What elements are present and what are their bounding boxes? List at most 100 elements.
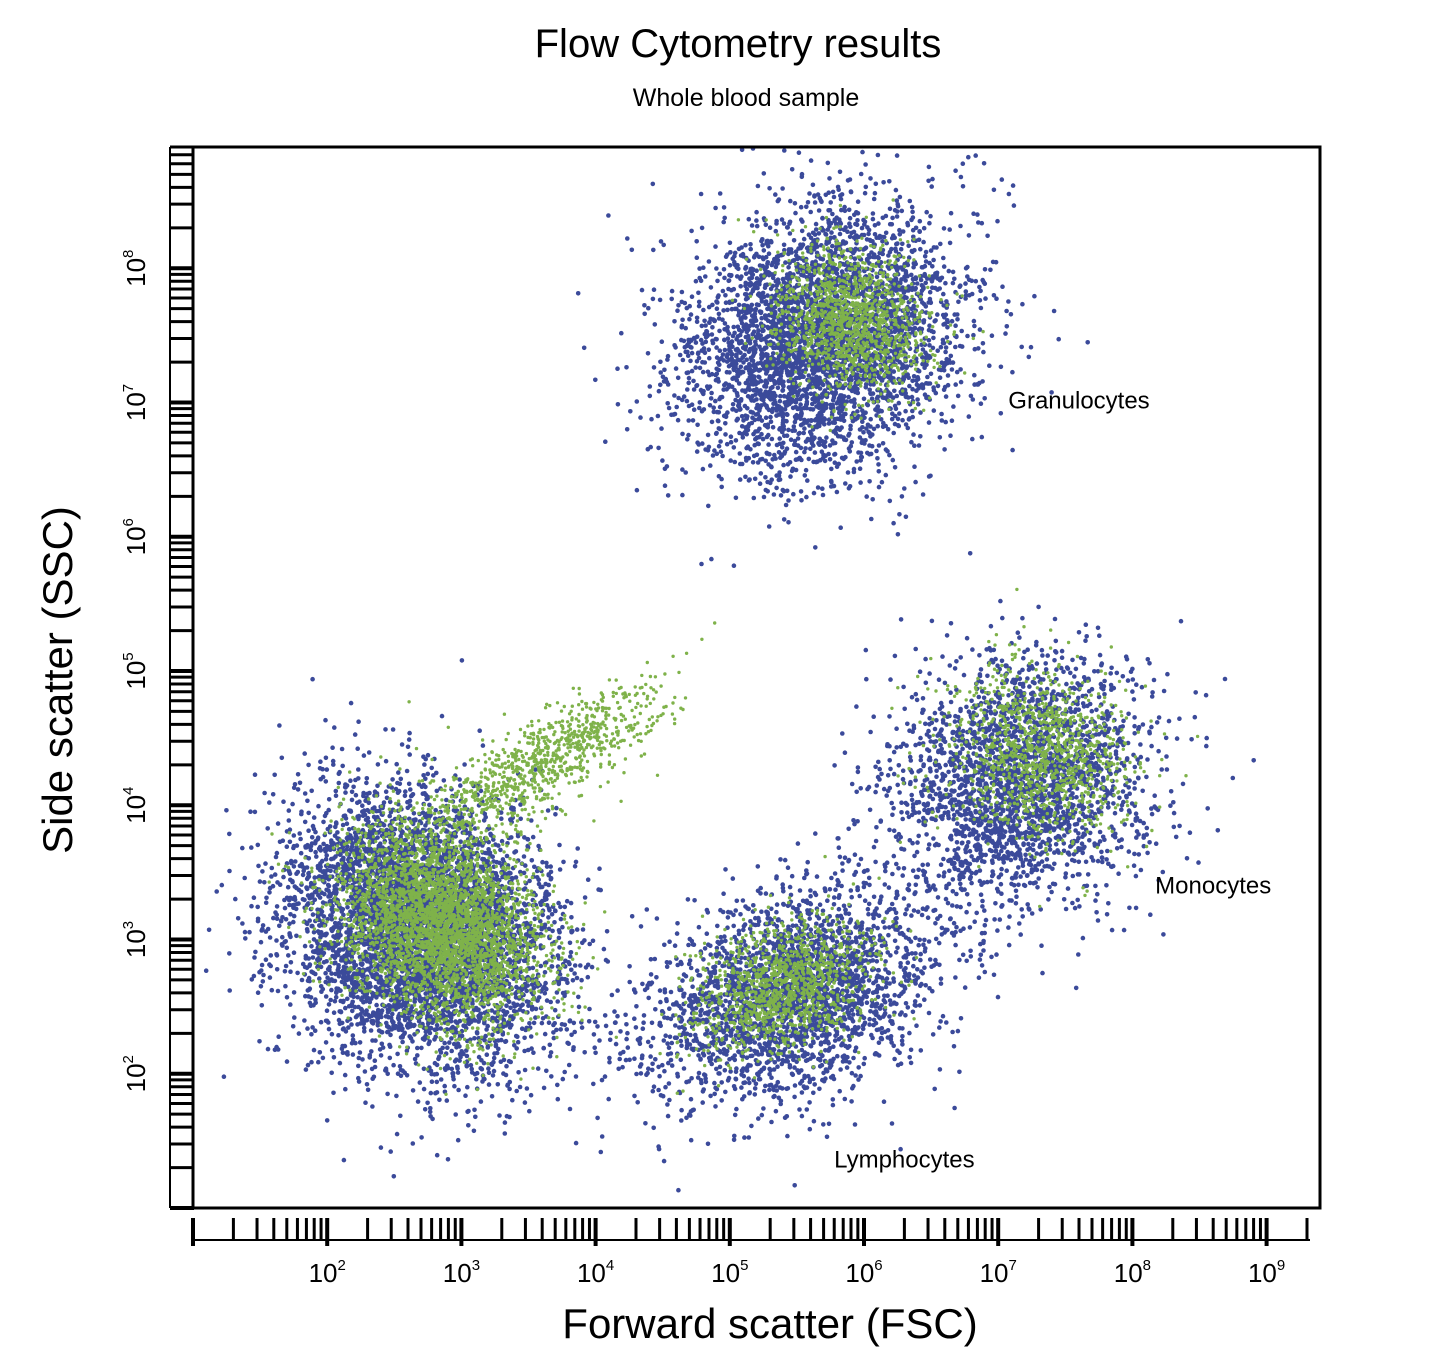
data-point [307, 1000, 313, 1006]
data-point [415, 1053, 420, 1058]
data-point [260, 923, 266, 928]
data-point [290, 903, 295, 908]
data-point [262, 790, 267, 796]
data-point [455, 1041, 461, 1046]
data-point [333, 820, 339, 825]
data-point [348, 700, 354, 706]
data-point [433, 1034, 439, 1040]
data-point [568, 950, 574, 955]
data-point [507, 957, 512, 962]
data-point [349, 797, 355, 803]
data-point [310, 955, 316, 960]
data-point [544, 986, 549, 992]
data-point [573, 1074, 579, 1079]
data-point [374, 1002, 379, 1008]
data-point [408, 1036, 414, 1041]
data-point [536, 877, 541, 882]
data-point [459, 1033, 465, 1039]
data-point [548, 864, 553, 869]
data-point [422, 1107, 428, 1112]
data-point [320, 869, 325, 874]
data-point [338, 988, 343, 993]
data-point [343, 1086, 348, 1092]
data-point [258, 939, 264, 945]
data-point [406, 737, 412, 742]
data-point [598, 1149, 604, 1155]
data-point [286, 808, 292, 813]
data-point [340, 763, 346, 769]
data-point [545, 808, 551, 813]
data-point [346, 1025, 351, 1030]
data-point [406, 781, 412, 787]
data-point [434, 1022, 440, 1028]
data-point [353, 1040, 358, 1046]
data-point [274, 938, 279, 943]
data-point [505, 1082, 511, 1088]
data-point [556, 900, 561, 906]
data-point [648, 957, 654, 962]
data-point [313, 1000, 319, 1006]
data-point [316, 803, 321, 809]
data-point [391, 1174, 397, 1179]
data-point [331, 1010, 337, 1015]
data-point [597, 866, 602, 871]
data-point [288, 912, 293, 917]
data-point [381, 800, 387, 805]
data-point [367, 999, 373, 1005]
data-point [419, 1135, 424, 1140]
data-point [355, 746, 361, 751]
data-point [547, 1053, 553, 1059]
data-point [442, 1066, 448, 1071]
data-point [442, 1083, 448, 1089]
data-point [518, 802, 523, 807]
data-point [274, 912, 280, 918]
data-point [303, 845, 309, 850]
data-point [557, 842, 562, 848]
data-point [564, 1027, 570, 1032]
data-point [249, 845, 254, 850]
data-point [346, 827, 352, 832]
data-point [544, 998, 550, 1003]
data-point [311, 929, 317, 935]
data-point [277, 839, 283, 845]
data-point [473, 1114, 478, 1120]
data-point [571, 1020, 577, 1026]
data-point [326, 883, 332, 889]
data-point [553, 812, 558, 817]
data-point [474, 1076, 479, 1082]
data-point [248, 809, 253, 814]
data-point [323, 970, 328, 976]
data-point [521, 901, 527, 906]
data-point [562, 904, 568, 910]
data-point [398, 776, 404, 782]
data-point [540, 859, 545, 865]
data-point [280, 934, 285, 940]
data-point [367, 790, 372, 796]
data-point [298, 850, 304, 856]
data-point [369, 1049, 374, 1054]
data-point [458, 783, 463, 788]
data-point [482, 1020, 487, 1026]
data-point [268, 963, 274, 969]
data-point [312, 875, 318, 880]
data-point [330, 758, 336, 764]
data-point [552, 908, 558, 913]
data-point [271, 915, 276, 921]
data-point [274, 904, 280, 909]
data-point [398, 1073, 404, 1079]
data-point [528, 1034, 534, 1039]
data-point [522, 1035, 527, 1041]
data-point [323, 755, 329, 761]
data-point [612, 1009, 617, 1014]
data-point [340, 822, 346, 828]
data-point [512, 1043, 517, 1048]
data-point [486, 1066, 491, 1071]
data-point [597, 1038, 602, 1043]
data-point [363, 1018, 368, 1023]
data-point [465, 1109, 470, 1115]
data-point [318, 864, 323, 869]
data-point [371, 814, 377, 820]
data-point [366, 750, 372, 755]
data-point [324, 767, 330, 772]
data-point [321, 960, 327, 965]
